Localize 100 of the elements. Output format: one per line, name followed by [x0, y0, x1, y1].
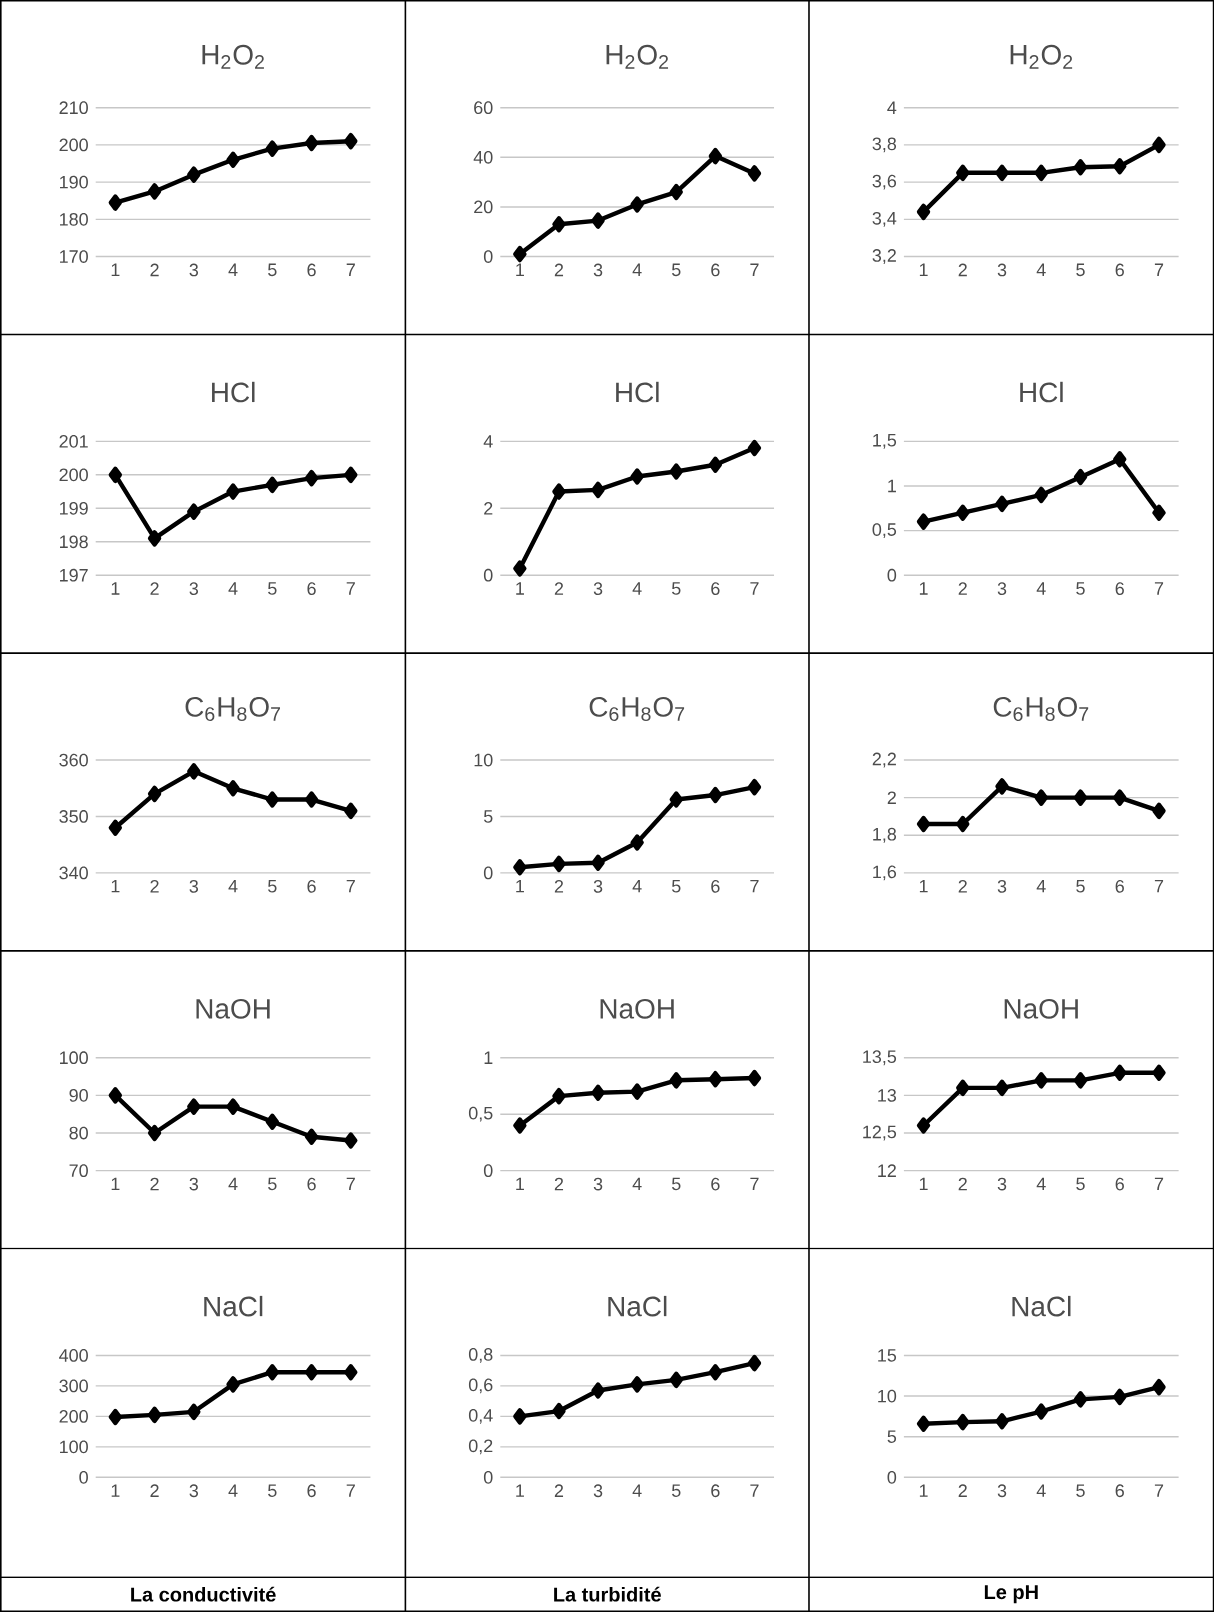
point	[147, 183, 162, 200]
y-tick-label: 13,5	[863, 1050, 896, 1066]
x-tick-label: 7	[1154, 263, 1163, 276]
point	[512, 245, 527, 263]
x-tick-label: 4	[228, 582, 238, 595]
point	[1073, 1391, 1088, 1408]
x-tick-label: 7	[750, 263, 759, 276]
y-tick-label: 0	[483, 1470, 493, 1484]
x-tick-label: 2	[150, 1484, 159, 1497]
point	[265, 1113, 279, 1130]
point	[108, 466, 122, 484]
x-tick-label: 1	[919, 1177, 928, 1191]
x-tick-label: 7	[346, 879, 355, 893]
x-tick-label: 6	[307, 879, 316, 893]
x-tick-label: 7	[750, 1177, 759, 1191]
x-tick-label: 5	[1076, 1177, 1085, 1191]
y-tick-label: 10	[474, 753, 493, 767]
point	[708, 147, 722, 165]
point	[226, 483, 240, 500]
x-tick-label: 4	[228, 879, 238, 893]
point	[147, 785, 162, 803]
point	[708, 786, 722, 804]
chart-title: H$_{2}$O$_{2}$	[202, 44, 264, 69]
point	[955, 1079, 970, 1097]
y-tick-label: 0,2	[468, 1439, 493, 1455]
point	[343, 802, 358, 820]
x-tick-label: 3	[593, 263, 603, 277]
y-tick-label: 300	[59, 1379, 88, 1393]
y-tick-label: 0	[483, 866, 493, 880]
point	[304, 469, 319, 487]
chart-title: NaCl	[608, 1295, 667, 1317]
point	[108, 1087, 122, 1104]
y-tick-label: 0,5	[468, 1106, 493, 1122]
x-tick-label: 4	[228, 1484, 238, 1497]
chart-title: H$_{2}$O$_{2}$	[606, 44, 668, 69]
x-tick-label: 1	[516, 1177, 524, 1191]
x-tick-label: 5	[267, 263, 277, 277]
point	[1152, 136, 1166, 154]
y-tick-label: 340	[59, 866, 88, 880]
x-tick-label: 3	[189, 263, 198, 277]
x-tick-label: 3	[997, 1177, 1007, 1191]
x-tick-label: 2	[958, 582, 967, 595]
x-tick-label: 7	[346, 1484, 355, 1497]
x-tick-label: 2	[554, 1177, 563, 1191]
y-tick-label: 170	[59, 250, 88, 263]
x-tick-label: 4	[1036, 582, 1046, 595]
point	[995, 1413, 1009, 1430]
y-tick-label: 1,5	[873, 434, 896, 449]
point	[265, 1364, 279, 1381]
x-tick-label: 3	[189, 879, 198, 893]
point	[916, 1415, 931, 1432]
point	[226, 1098, 240, 1115]
point	[343, 466, 358, 484]
x-tick-label: 6	[307, 1177, 316, 1191]
x-tick-label: 2	[958, 263, 967, 277]
point	[552, 1087, 566, 1105]
y-tick-label: 199	[59, 501, 88, 515]
y-tick-label: 13	[878, 1089, 896, 1102]
x-tick-label: 4	[1036, 879, 1046, 893]
point	[669, 183, 683, 201]
y-tick-label: 3,8	[872, 137, 896, 153]
x-tick-label: 7	[1154, 879, 1163, 893]
point	[265, 791, 279, 808]
point	[186, 503, 201, 520]
point	[630, 1376, 644, 1393]
x-tick-label: 2	[958, 1177, 967, 1191]
point	[708, 1071, 722, 1088]
y-tick-label: 3,2	[872, 249, 896, 264]
y-tick-label: 0,8	[468, 1348, 493, 1363]
x-tick-label: 6	[307, 263, 316, 277]
x-tick-label: 4	[228, 1177, 238, 1191]
point	[1152, 1064, 1166, 1081]
x-tick-label: 5	[267, 1484, 277, 1497]
x-tick-label: 4	[632, 1484, 642, 1497]
chart-title: NaCl	[1012, 1295, 1071, 1317]
x-tick-label: 2	[150, 1177, 159, 1191]
point	[995, 164, 1009, 182]
point	[1073, 789, 1088, 806]
y-tick-label: 80	[69, 1126, 88, 1140]
x-tick-label: 2	[554, 1484, 563, 1497]
x-tick-label: 5	[1076, 1484, 1085, 1497]
y-tick-label: 40	[473, 150, 493, 164]
x-tick-label: 7	[346, 263, 355, 276]
point	[916, 513, 931, 530]
x-tick-label: 7	[346, 582, 355, 595]
y-tick-label: 197	[59, 568, 88, 582]
y-tick-label: 0,5	[872, 523, 896, 539]
y-tick-label: 190	[59, 175, 88, 189]
x-tick-label: 1	[111, 879, 120, 893]
x-tick-label: 2	[958, 879, 967, 893]
x-tick-label: 5	[671, 582, 681, 595]
x-tick-label: 7	[1154, 1177, 1163, 1191]
point	[955, 1413, 970, 1431]
point	[1152, 1378, 1166, 1396]
x-tick-label: 1	[111, 263, 120, 276]
point	[916, 815, 931, 833]
point	[186, 166, 201, 183]
point	[955, 164, 970, 182]
y-tick-label: 70	[69, 1164, 88, 1178]
y-tick-label: 10	[878, 1389, 896, 1403]
